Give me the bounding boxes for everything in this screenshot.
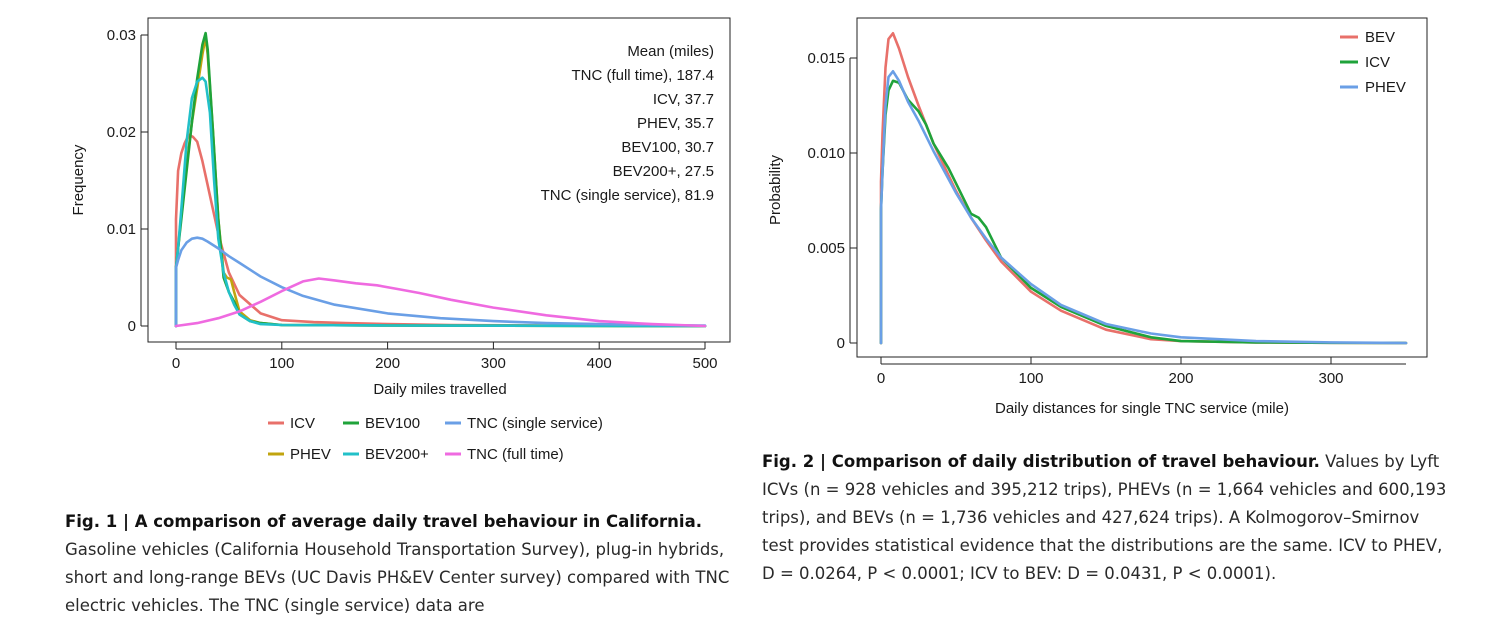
- caption-text: Values by Lyft ICVs (n = 928 vehicles an…: [762, 452, 1447, 583]
- plot-frame: [856, 17, 1428, 358]
- annotation-line: ICV, 37.7: [653, 91, 714, 108]
- legend: ICV BEV100 TNC (single service) PHEV BEV…: [268, 415, 603, 463]
- legend-label: ICV: [1365, 54, 1390, 71]
- x-tick-label: 100: [1018, 370, 1043, 387]
- series-line-icv: [174, 133, 707, 328]
- x-tick-label: 0: [172, 355, 180, 372]
- x-tick-label: 100: [269, 355, 294, 372]
- legend-label: TNC (single service): [467, 415, 603, 432]
- series-line-icv: [879, 79, 1408, 345]
- mean-annotation: Mean (miles) TNC (full time), 187.4 ICV,…: [541, 43, 714, 204]
- x-tick-label: 500: [692, 355, 717, 372]
- y-axis-label: Probability: [767, 154, 784, 225]
- chart-daily-miles: 0 100 200 300 400 500 0 0.01 0.02 0.03 Daily mile…: [70, 17, 731, 463]
- y-tick-label: 0.01: [107, 221, 136, 238]
- legend-label: PHEV: [290, 446, 331, 463]
- x-tick-label: 300: [481, 355, 506, 372]
- series-line-phev: [879, 70, 1408, 345]
- y-tick-label: 0.005: [807, 240, 845, 257]
- series-line-tnc-single-service: [174, 236, 707, 328]
- caption-label: Fig. 1 | A comparison of average daily t…: [65, 512, 702, 531]
- x-axis-label: Daily miles travelled: [373, 381, 506, 398]
- figure-2-caption: Fig. 2 | Comparison of daily distributio…: [762, 448, 1452, 588]
- x-tick-label: 300: [1318, 370, 1343, 387]
- annotation-line: PHEV, 35.7: [637, 115, 714, 132]
- y-tick-label: 0: [837, 335, 845, 352]
- series-line-tnc-full-time: [174, 277, 707, 328]
- y-tick-label: 0.02: [107, 124, 136, 141]
- legend: BEV ICV PHEV: [1340, 29, 1406, 96]
- y-tick-label: 0.010: [807, 145, 845, 162]
- legend-label: BEV200+: [365, 446, 429, 463]
- annotation-title: Mean (miles): [627, 43, 714, 60]
- x-axis-label: Daily distances for single TNC service (…: [995, 400, 1289, 417]
- annotation-line: BEV200+, 27.5: [613, 163, 714, 180]
- caption-label: Fig. 2 | Comparison of daily distributio…: [762, 452, 1320, 471]
- chart-tnc-distance: 0 100 200 300 0 0.005 0.010 0.015 Daily distanc…: [767, 17, 1428, 417]
- y-tick-label: 0.015: [807, 50, 845, 67]
- x-tick-label: 200: [1168, 370, 1193, 387]
- annotation-line: TNC (full time), 187.4: [571, 67, 714, 84]
- annotation-line: BEV100, 30.7: [621, 139, 714, 156]
- y-axis-label: Frequency: [70, 144, 87, 215]
- annotation-line: TNC (single service), 81.9: [541, 187, 714, 204]
- legend-label: PHEV: [1365, 79, 1406, 96]
- y-tick-label: 0.03: [107, 27, 136, 44]
- legend-label: TNC (full time): [467, 446, 564, 463]
- y-tick-label: 0: [128, 318, 136, 335]
- caption-text: Gasoline vehicles (California Household …: [65, 540, 730, 615]
- legend-label: BEV: [1365, 29, 1395, 46]
- x-tick-label: 200: [375, 355, 400, 372]
- plot-frame: [147, 17, 731, 343]
- legend-label: BEV100: [365, 415, 420, 432]
- figure-1-caption: Fig. 1 | A comparison of average daily t…: [65, 508, 745, 620]
- x-tick-label: 0: [877, 370, 885, 387]
- legend-label: ICV: [290, 415, 315, 432]
- x-tick-label: 400: [587, 355, 612, 372]
- series-line-bev200: [174, 76, 707, 328]
